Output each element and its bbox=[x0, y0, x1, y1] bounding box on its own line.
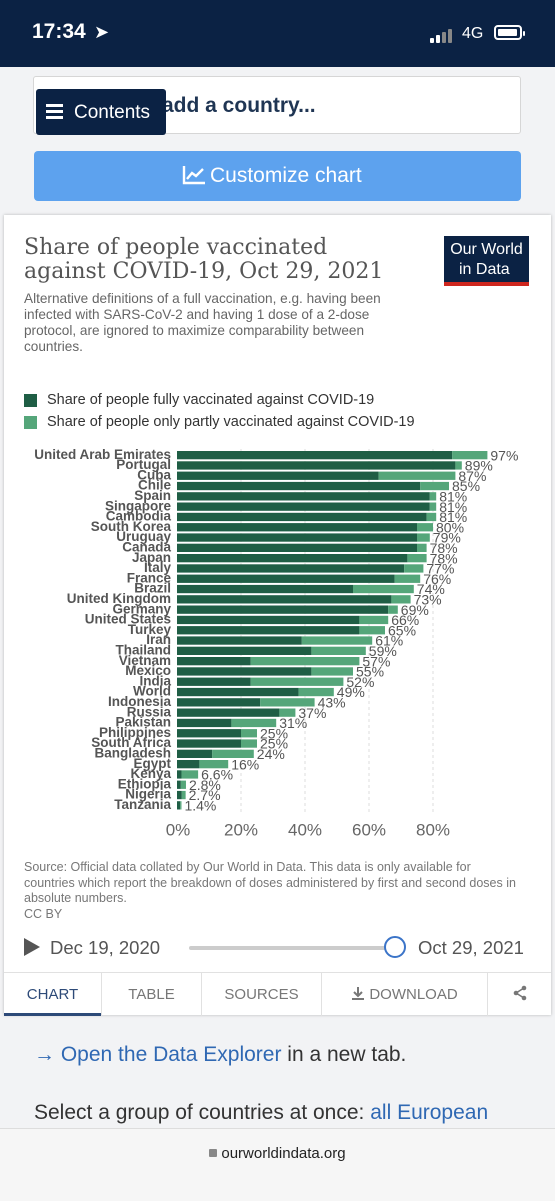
source-text: Source: Official data collated by Our Wo… bbox=[24, 860, 516, 905]
bar-full[interactable] bbox=[177, 626, 359, 634]
bar-partial[interactable] bbox=[251, 678, 344, 686]
bar-full[interactable] bbox=[177, 760, 199, 768]
select-group-line: Select a group of countries at once: all… bbox=[34, 1101, 488, 1125]
bar-full[interactable] bbox=[177, 729, 241, 737]
lock-icon bbox=[209, 1149, 217, 1157]
bar-partial[interactable] bbox=[251, 657, 360, 665]
bar-full[interactable] bbox=[177, 575, 395, 583]
license-text: CC BY bbox=[24, 907, 62, 921]
bar-full[interactable] bbox=[177, 585, 353, 593]
bar-partial[interactable] bbox=[359, 616, 388, 624]
bar-full[interactable] bbox=[177, 482, 420, 490]
explore-rest: in a new tab. bbox=[281, 1043, 406, 1066]
timeline-handle[interactable] bbox=[384, 936, 406, 958]
bar-full[interactable] bbox=[177, 472, 379, 480]
bar-full[interactable] bbox=[177, 770, 181, 778]
bar-chart: 0% 20% 40% 60% 80%United Arab Emirates 97%Por… bbox=[0, 0, 555, 850]
bar-full[interactable] bbox=[177, 801, 180, 809]
bar-partial[interactable] bbox=[417, 523, 433, 531]
source-note: Source: Official data collated by Our Wo… bbox=[24, 860, 524, 922]
bar-full[interactable] bbox=[177, 636, 302, 644]
bar-partial[interactable] bbox=[353, 585, 414, 593]
bar-full[interactable] bbox=[177, 678, 251, 686]
url-text: ourworldindata.org bbox=[221, 1145, 345, 1162]
x-tick-label: 20% bbox=[224, 821, 258, 840]
bar-partial[interactable] bbox=[241, 739, 257, 747]
bar-full[interactable] bbox=[177, 606, 388, 614]
bar-full[interactable] bbox=[177, 595, 391, 603]
explore-line: → Open the Data Explorer in a new tab. bbox=[34, 1043, 406, 1067]
bar-full[interactable] bbox=[177, 492, 430, 500]
timeline-end-date[interactable]: Oct 29, 2021 bbox=[418, 937, 524, 959]
bar-full[interactable] bbox=[177, 533, 417, 541]
bar-full[interactable] bbox=[177, 564, 404, 572]
value-label: 1.4% bbox=[184, 798, 216, 814]
value-label: 97% bbox=[490, 447, 518, 463]
bar-full[interactable] bbox=[177, 513, 427, 521]
bar-full[interactable] bbox=[177, 616, 359, 624]
tab-sources[interactable]: SOURCES bbox=[202, 973, 322, 1016]
tab-table-label: TABLE bbox=[128, 986, 174, 1003]
tab-download-label: DOWNLOAD bbox=[369, 986, 457, 1003]
bar-partial[interactable] bbox=[180, 801, 181, 809]
download-icon bbox=[351, 986, 365, 1000]
tab-download[interactable]: DOWNLOAD bbox=[322, 973, 488, 1016]
value-label: 16% bbox=[231, 756, 259, 772]
bar-full[interactable] bbox=[177, 781, 181, 789]
share-icon bbox=[512, 985, 528, 1001]
bar-full[interactable] bbox=[177, 554, 407, 562]
bar-full[interactable] bbox=[177, 709, 279, 717]
tab-sources-label: SOURCES bbox=[224, 986, 298, 1003]
bar-full[interactable] bbox=[177, 739, 241, 747]
play-icon[interactable] bbox=[24, 938, 40, 956]
browser-url-bar[interactable]: ourworldindata.org bbox=[0, 1128, 555, 1201]
bar-partial[interactable] bbox=[404, 564, 423, 572]
timeline-track[interactable] bbox=[189, 946, 397, 950]
x-tick-label: 0% bbox=[166, 821, 191, 840]
bar-full[interactable] bbox=[177, 750, 212, 758]
bar-partial[interactable] bbox=[241, 729, 257, 737]
timeline-start-date[interactable]: Dec 19, 2020 bbox=[50, 937, 160, 959]
all-european-link[interactable]: all European bbox=[370, 1101, 488, 1124]
bar-partial[interactable] bbox=[181, 781, 186, 789]
bar-partial[interactable] bbox=[430, 492, 436, 500]
bar-partial[interactable] bbox=[417, 544, 427, 552]
bar-full[interactable] bbox=[177, 461, 455, 469]
bar-partial[interactable] bbox=[407, 554, 426, 562]
bar-partial[interactable] bbox=[302, 636, 372, 644]
chart-tabs: CHART TABLE SOURCES DOWNLOAD bbox=[4, 972, 551, 1016]
bar-full[interactable] bbox=[177, 719, 231, 727]
bar-full[interactable] bbox=[177, 544, 417, 552]
tab-chart-label: CHART bbox=[27, 986, 78, 1003]
bar-partial[interactable] bbox=[417, 533, 430, 541]
x-tick-label: 40% bbox=[288, 821, 322, 840]
bar-full[interactable] bbox=[177, 451, 452, 459]
select-group-text: Select a group of countries at once: bbox=[34, 1101, 370, 1124]
bar-full[interactable] bbox=[177, 647, 311, 655]
bar-partial[interactable] bbox=[379, 472, 456, 480]
bar-full[interactable] bbox=[177, 667, 311, 675]
tab-table[interactable]: TABLE bbox=[102, 973, 202, 1016]
bar-full[interactable] bbox=[177, 688, 299, 696]
share-button[interactable] bbox=[488, 973, 551, 1016]
x-tick-label: 80% bbox=[416, 821, 450, 840]
x-tick-label: 60% bbox=[352, 821, 386, 840]
bar-full[interactable] bbox=[177, 523, 417, 531]
bar-full[interactable] bbox=[177, 503, 430, 511]
tab-chart[interactable]: CHART bbox=[4, 973, 102, 1016]
country-label[interactable]: Tanzania bbox=[114, 797, 171, 812]
bar-partial[interactable] bbox=[427, 513, 437, 521]
bar-partial[interactable] bbox=[430, 503, 436, 511]
explore-arrow: → bbox=[34, 1043, 61, 1066]
bar-full[interactable] bbox=[177, 791, 182, 799]
value-label: 24% bbox=[257, 746, 285, 762]
data-explorer-link[interactable]: Open the Data Explorer bbox=[61, 1043, 282, 1066]
bar-full[interactable] bbox=[177, 657, 251, 665]
bar-full[interactable] bbox=[177, 698, 260, 706]
bar-partial[interactable] bbox=[311, 647, 365, 655]
